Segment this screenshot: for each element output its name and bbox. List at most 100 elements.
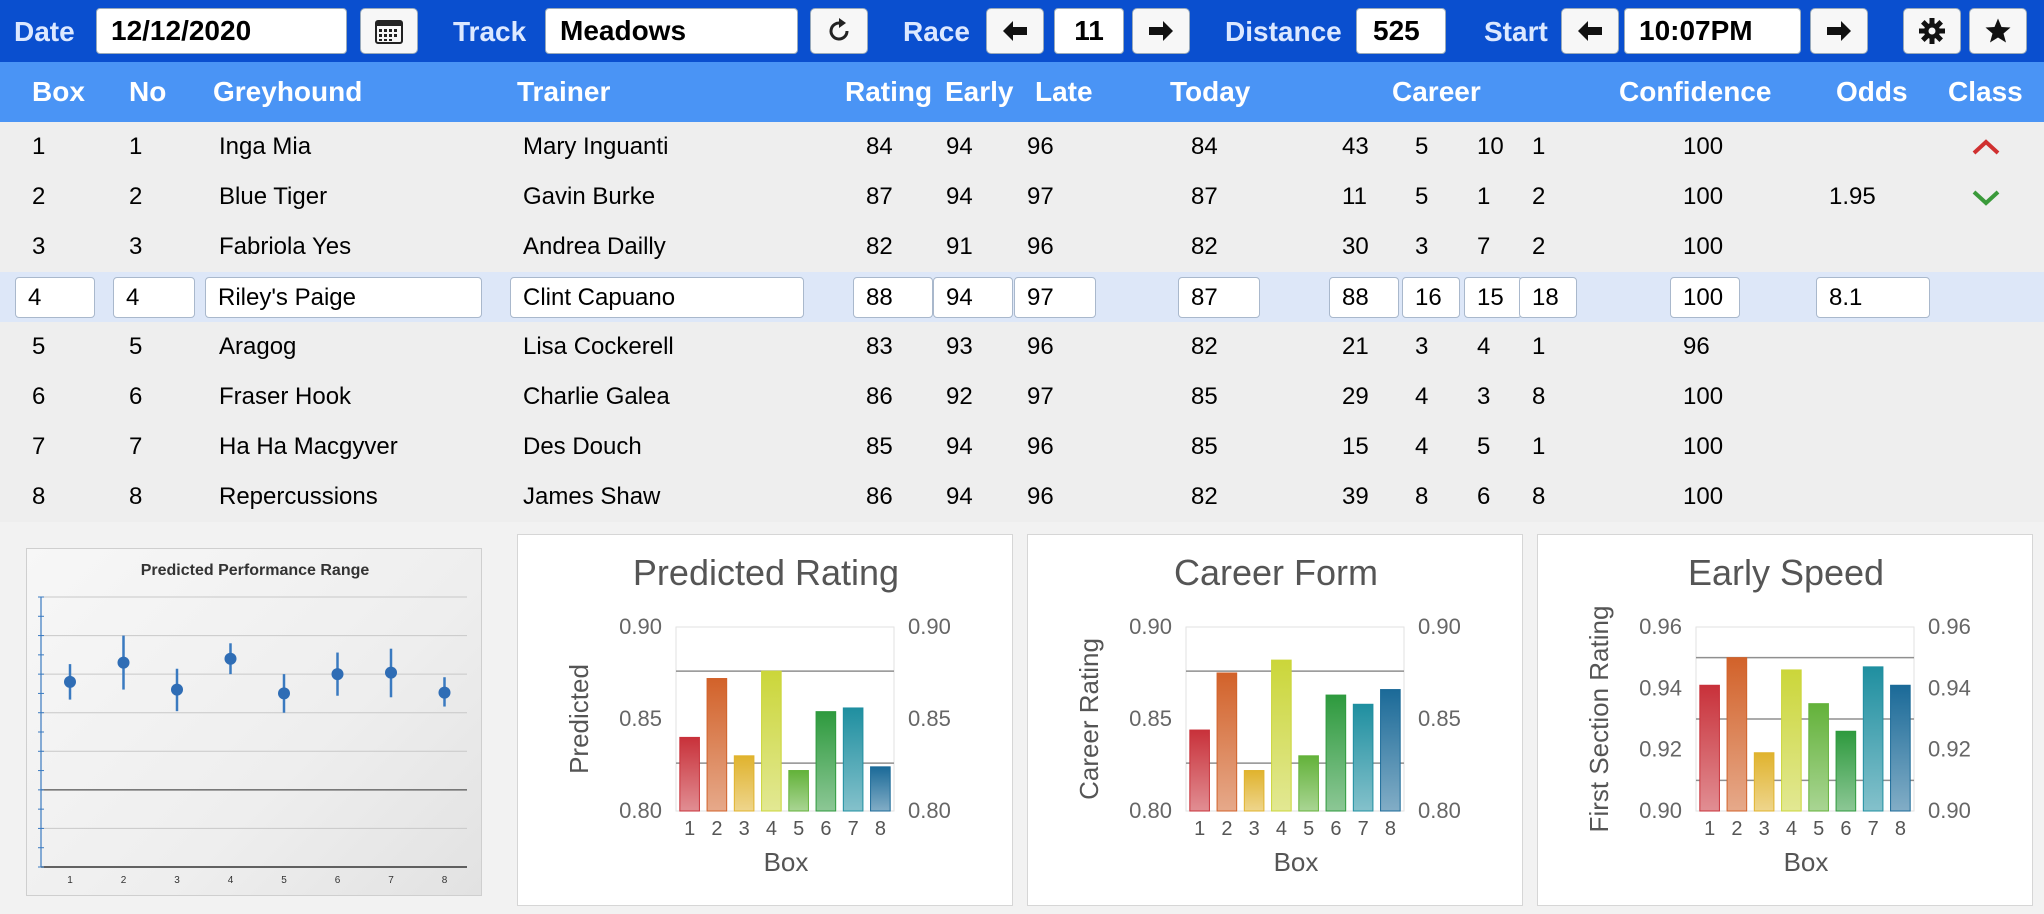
table-row[interactable]: 8 8 Repercussions James Shaw 86 94 96 82 39 8 6 8 10… (0, 472, 2044, 522)
y2-tick-label: 0.85 (1418, 706, 1461, 731)
gridlines (41, 596, 467, 829)
cell-edit-late[interactable]: 97 (1014, 277, 1096, 318)
start-time-input[interactable]: 10:07PM (1624, 8, 1801, 54)
calendar-icon (375, 20, 403, 44)
cell-early: 94 (946, 483, 973, 510)
cell-no: 3 (129, 233, 143, 260)
table-row[interactable]: 2 2 Blue Tiger Gavin Burke 87 94 97 87 11 5 1 2 100 1… (0, 172, 2044, 222)
calendar-button[interactable] (360, 8, 418, 54)
y2-tick-label: 0.80 (1418, 798, 1461, 823)
start-prev-button[interactable] (1561, 8, 1619, 54)
cell-edit-early[interactable]: 94 (933, 277, 1013, 318)
cell-edit-c3[interactable]: 15 (1464, 277, 1522, 318)
column-header-box[interactable]: Box (32, 76, 85, 107)
column-header-trainer[interactable]: Trainer (517, 76, 611, 107)
arrow-left-icon (1578, 21, 1602, 41)
y-tick-label: 0.90 (1129, 614, 1172, 639)
cell-edit-trainer[interactable]: Clint Capuano (510, 277, 804, 318)
runners-table: 1 1 Inga Mia Mary Inguanti 84 94 96 84 43 5 10 1 100… (0, 122, 2044, 522)
race-input[interactable]: 11 (1054, 8, 1124, 54)
cell-late: 97 (1027, 183, 1054, 210)
cell-c1: 21 (1342, 333, 1369, 360)
x-tick-label: 7 (848, 818, 859, 840)
cell-edit-greyhound[interactable]: Riley's Paige (205, 277, 482, 318)
cell-edit-odds[interactable]: 8.1 (1816, 277, 1930, 318)
cell-edit-confidence[interactable]: 100 (1670, 277, 1740, 318)
table-row[interactable]: 1 1 Inga Mia Mary Inguanti 84 94 96 84 43 5 10 1 100 (0, 122, 2044, 172)
column-header-late[interactable]: Late (1035, 76, 1093, 107)
y-tick-label: 0.90 (1639, 798, 1682, 823)
cell-confidence: 96 (1683, 333, 1710, 360)
settings-button[interactable] (1903, 8, 1961, 54)
cell-no: 1 (129, 133, 143, 160)
cell-edit-c1[interactable]: 88 (1329, 277, 1399, 318)
race-label: Race (903, 16, 970, 47)
race-prev-button[interactable] (986, 8, 1044, 54)
x-tick-label: 1 (1194, 818, 1205, 840)
refresh-button[interactable] (810, 8, 868, 54)
column-header-no[interactable]: No (129, 76, 167, 107)
y2-tick-label: 0.85 (908, 706, 951, 731)
race-next-button[interactable] (1132, 8, 1190, 54)
table-row[interactable]: 6 6 Fraser Hook Charlie Galea 86 92 97 85 29 4 3 8 1… (0, 372, 2044, 422)
track-label: Track (453, 16, 527, 47)
x-tick-label: 2 (1221, 818, 1232, 840)
column-header-greyhound[interactable]: Greyhound (213, 76, 363, 107)
cell-greyhound: Repercussions (219, 483, 378, 510)
column-header-rating[interactable]: Rating (845, 76, 933, 107)
chart-predicted-performance-range: Predicted Performance Range 1 2 3 4 5 6 7 8 (26, 548, 482, 896)
date-label: Date (14, 16, 75, 47)
track-input[interactable]: Meadows (545, 8, 798, 54)
column-header-odds[interactable]: Odds (1836, 76, 1908, 107)
column-header-class[interactable]: Class (1948, 76, 2023, 107)
cell-edit-c2[interactable]: 16 (1402, 277, 1460, 318)
cell-edit-today[interactable]: 87 (1178, 277, 1260, 318)
bar (1325, 694, 1347, 812)
cell-c1: 39 (1342, 483, 1369, 510)
favourite-button[interactable] (1969, 8, 2027, 54)
toolbar: Date 12/12/2020 Track Meadows Race 11 (0, 0, 2044, 62)
table-row[interactable]: 5 5 Aragog Lisa Cockerell 83 93 96 82 21 3 4 1 96 (0, 322, 2044, 372)
column-header-today[interactable]: Today (1170, 76, 1251, 107)
x-axis-label: Box (764, 847, 809, 877)
y-axis-label: Predicted (564, 664, 594, 774)
chart-panel-predicted-rating: Predicted Rating 1 2 3 4 5 6 7 8 0.80 0.80 0.85 0.85… (517, 534, 1013, 906)
column-header-early[interactable]: Early (945, 76, 1014, 107)
table-row[interactable]: 3 3 Fabriola Yes Andrea Dailly 82 91 96 82 30 3 7 2… (0, 222, 2044, 272)
cell-early: 94 (946, 433, 973, 460)
x-tick-label: 8 (442, 875, 448, 886)
start-next-button[interactable] (1810, 8, 1868, 54)
cell-c1: 15 (1342, 433, 1369, 460)
cell-edit-rating[interactable]: 88 (853, 277, 933, 318)
cell-today: 84 (1191, 133, 1218, 160)
cell-edit-c4[interactable]: 18 (1519, 277, 1577, 318)
cell-rating: 85 (866, 433, 893, 460)
data-point (438, 686, 451, 699)
cell-confidence: 100 (1683, 233, 1724, 260)
early-speed-chart: Early Speed 1 2 3 4 5 6 7 8 0.90 0.90 0.92 0.92 0.94 0… (1584, 552, 1971, 877)
date-input[interactable]: 12/12/2020 (96, 8, 347, 54)
cell-c4: 1 (1532, 433, 1546, 460)
y-tick-label: 0.94 (1639, 675, 1682, 700)
cell-late: 96 (1027, 483, 1054, 510)
cell-trainer: Lisa Cockerell (523, 333, 674, 360)
table-row[interactable]: 7 7 Ha Ha Macgyver Des Douch 85 94 96 85 15 4 5 1 10… (0, 422, 2044, 472)
cell-c2: 5 (1415, 183, 1429, 210)
data-point (385, 666, 397, 679)
column-header-career[interactable]: Career (1392, 76, 1481, 107)
arrow-right-icon (1149, 21, 1173, 41)
table-row[interactable]: 4 4 Riley's Paige Clint Capuano 88 94 97 87 88 16… (0, 272, 2044, 322)
cell-edit-no[interactable]: 4 (113, 277, 195, 318)
cell-box: 7 (32, 433, 46, 460)
column-header-confidence[interactable]: Confidence (1619, 76, 1772, 107)
cell-rating: 86 (866, 483, 893, 510)
star-icon (1985, 18, 2011, 43)
cell-edit-box[interactable]: 4 (15, 277, 95, 318)
cell-no: 2 (129, 183, 143, 210)
bar (788, 770, 809, 812)
cell-confidence: 100 (1683, 133, 1724, 160)
cell-c4: 2 (1532, 183, 1546, 210)
x-tick-label: 4 (1786, 818, 1797, 840)
distance-input[interactable]: 525 (1356, 8, 1446, 54)
x-tick-label: 1 (1704, 818, 1715, 840)
